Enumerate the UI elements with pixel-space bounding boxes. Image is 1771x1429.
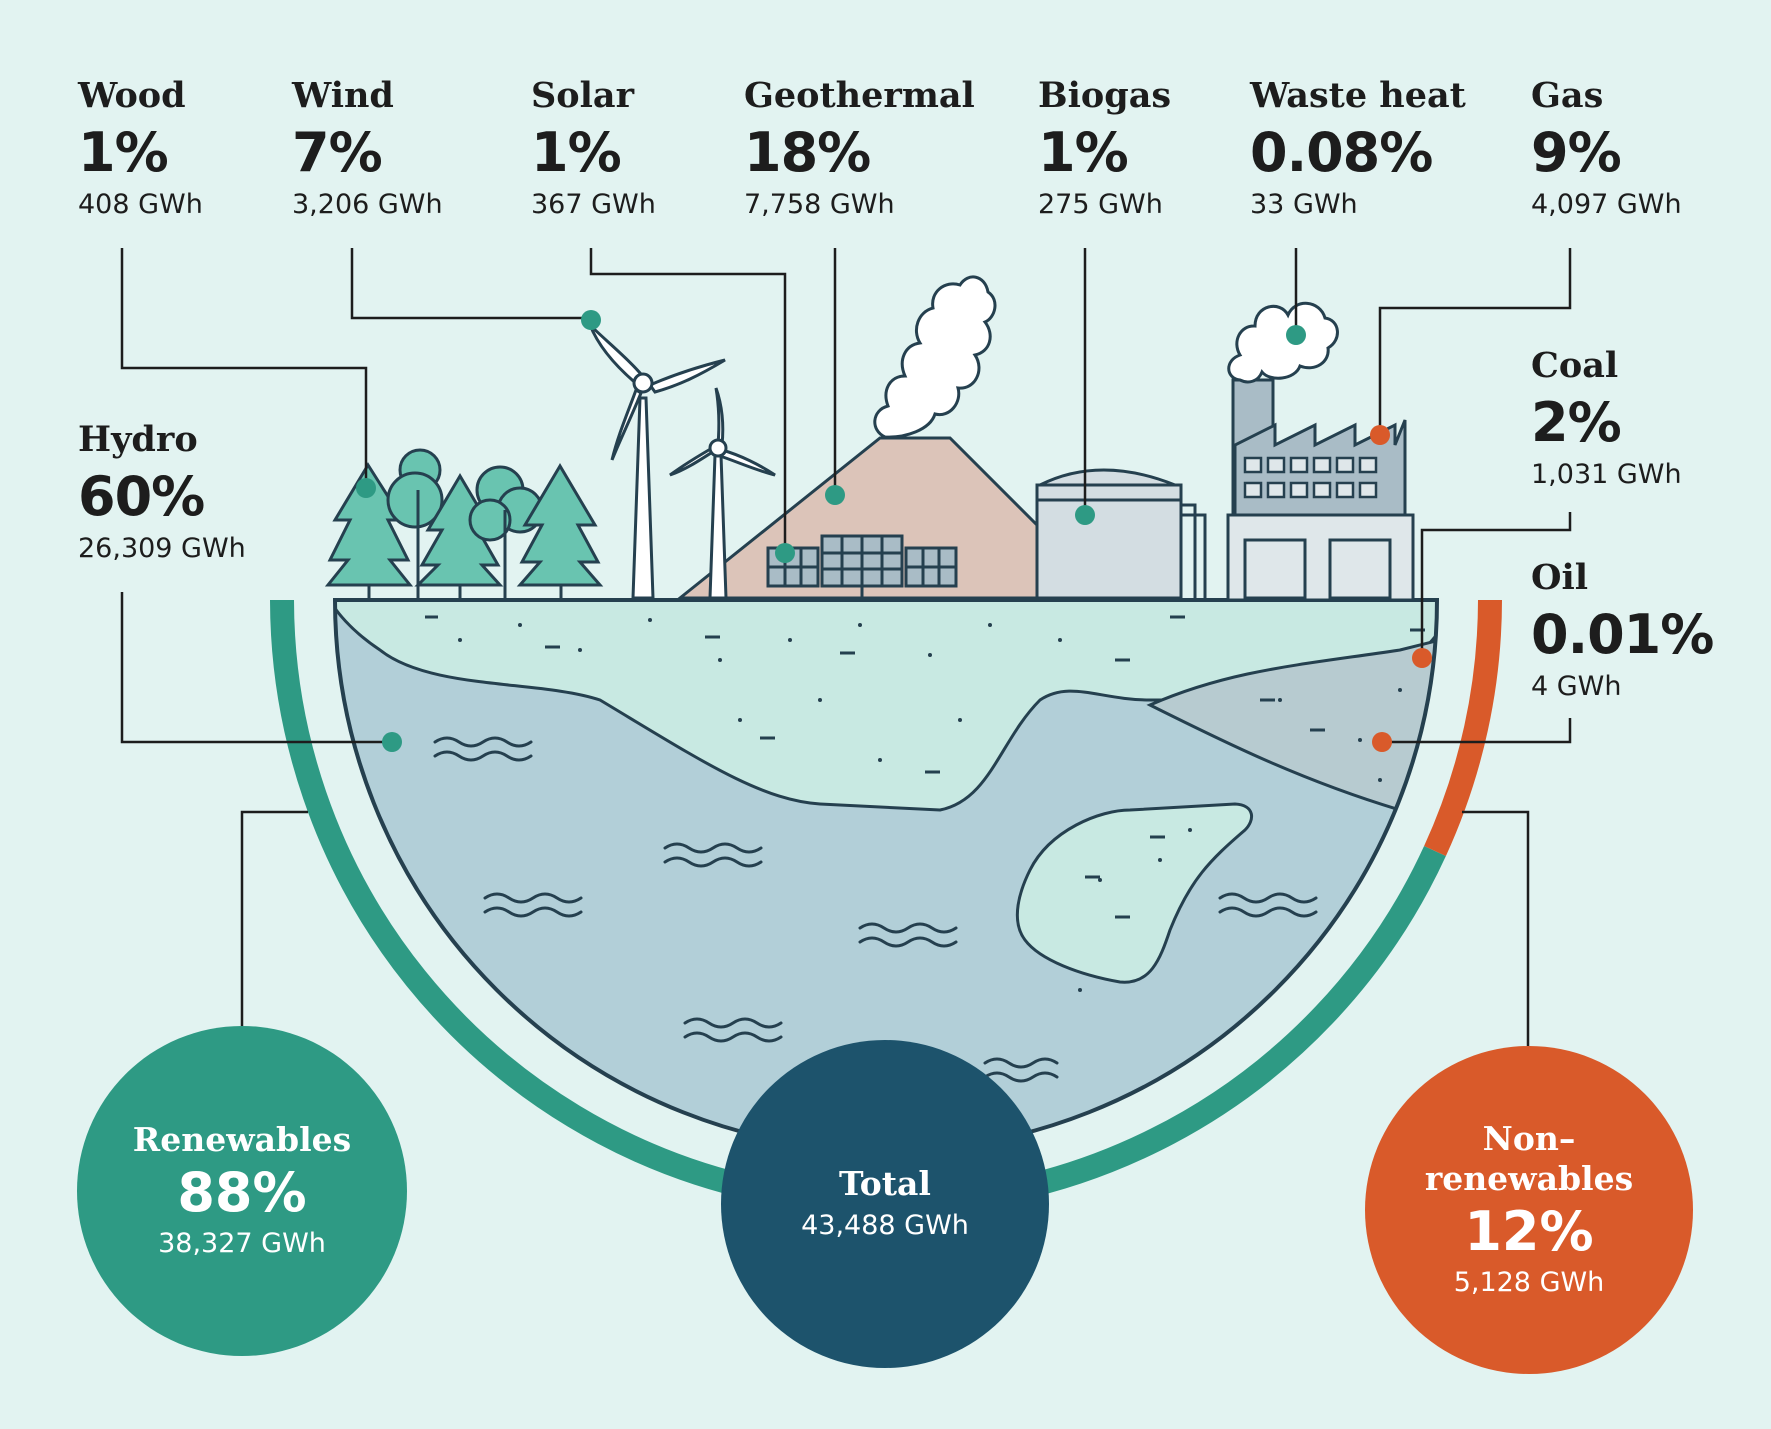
total-title: Total bbox=[839, 1164, 931, 1203]
water-waves bbox=[433, 736, 1318, 1083]
non-renewables-percent: 12% bbox=[1464, 1200, 1594, 1263]
ground-bowl bbox=[332, 598, 1440, 1153]
wind-gwh: 3,206 GWh bbox=[292, 189, 443, 220]
factory bbox=[1226, 301, 1415, 602]
biogas-percent: 1% bbox=[1038, 121, 1129, 184]
smoke-cloud bbox=[1227, 301, 1339, 384]
wind-marker bbox=[581, 310, 601, 330]
hydro-gwh: 26,309 GWh bbox=[78, 533, 246, 564]
label-geothermal: Geothermal 18% 7,758 GWh bbox=[744, 74, 975, 222]
waste-heat-percent: 0.08% bbox=[1250, 121, 1433, 184]
non-renewables-title-line2: renewables bbox=[1424, 1159, 1634, 1198]
oil-gwh: 4 GWh bbox=[1531, 671, 1622, 702]
biogas-name: Biogas bbox=[1038, 75, 1172, 116]
geothermal-name: Geothermal bbox=[744, 75, 975, 116]
geothermal-marker bbox=[825, 485, 845, 505]
gas-name: Gas bbox=[1531, 75, 1604, 116]
solar-marker bbox=[775, 543, 795, 563]
connector-lines bbox=[120, 248, 1572, 1046]
geothermal-percent: 18% bbox=[744, 121, 871, 184]
sediment-dots bbox=[458, 618, 1402, 992]
non-renewables-circle: Non– renewables 12% 5,128 GWh bbox=[1365, 1046, 1693, 1374]
renewables-gwh: 38,327 GWh bbox=[158, 1228, 326, 1259]
sediment-island bbox=[1015, 802, 1254, 984]
label-oil: Oil 0.01% 4 GWh bbox=[1531, 556, 1714, 704]
non-renewables-gwh: 5,128 GWh bbox=[1453, 1267, 1605, 1298]
non-renewables-title-line1: Non– bbox=[1482, 1119, 1576, 1158]
waste-heat-gwh: 33 GWh bbox=[1250, 189, 1358, 220]
wood-percent: 1% bbox=[78, 121, 169, 184]
wood-name: Wood bbox=[78, 75, 186, 116]
coal-gwh: 1,031 GWh bbox=[1531, 459, 1682, 490]
label-wood: Wood 1% 408 GWh bbox=[78, 74, 203, 222]
gas-gwh: 4,097 GWh bbox=[1531, 189, 1682, 220]
renewables-circle: Renewables 88% 38,327 GWh bbox=[77, 1026, 407, 1356]
wood-gwh: 408 GWh bbox=[78, 189, 203, 220]
label-hydro: Hydro 60% 26,309 GWh bbox=[78, 418, 246, 566]
marker-dots bbox=[356, 310, 1432, 752]
waste-heat-marker bbox=[1286, 325, 1306, 345]
biogas-marker bbox=[1075, 505, 1095, 525]
hydro-percent: 60% bbox=[78, 465, 205, 528]
solar-gwh: 367 GWh bbox=[531, 189, 656, 220]
renewables-percent: 88% bbox=[177, 1161, 307, 1224]
forest bbox=[324, 448, 604, 598]
gas-marker bbox=[1370, 425, 1390, 445]
rock-layer bbox=[1146, 638, 1437, 822]
total-gwh: 43,488 GWh bbox=[801, 1210, 969, 1241]
label-waste-heat: Waste heat 0.08% 33 GWh bbox=[1250, 74, 1466, 222]
wood-marker bbox=[356, 478, 376, 498]
coal-marker bbox=[1412, 648, 1432, 668]
wind-percent: 7% bbox=[292, 121, 383, 184]
oil-marker bbox=[1372, 732, 1392, 752]
renewables-title: Renewables bbox=[132, 1120, 352, 1159]
wind-name: Wind bbox=[292, 75, 394, 116]
steam-cloud bbox=[873, 275, 997, 439]
geothermal-gwh: 7,758 GWh bbox=[744, 189, 895, 220]
label-biogas: Biogas 1% 275 GWh bbox=[1038, 74, 1171, 222]
label-solar: Solar 1% 367 GWh bbox=[531, 74, 656, 222]
hydro-name: Hydro bbox=[78, 419, 198, 460]
total-circle: Total 43,488 GWh bbox=[721, 1040, 1049, 1368]
gas-percent: 9% bbox=[1531, 121, 1622, 184]
hydro-marker bbox=[382, 732, 402, 752]
label-coal: Coal 2% 1,031 GWh bbox=[1531, 344, 1682, 492]
solar-percent: 1% bbox=[531, 121, 622, 184]
biogas-gwh: 275 GWh bbox=[1038, 189, 1163, 220]
oil-percent: 0.01% bbox=[1531, 603, 1714, 666]
waste-heat-name: Waste heat bbox=[1250, 75, 1466, 116]
solar-name: Solar bbox=[531, 75, 635, 116]
label-wind: Wind 7% 3,206 GWh bbox=[292, 74, 443, 222]
oil-name: Oil bbox=[1531, 557, 1589, 598]
label-gas: Gas 9% 4,097 GWh bbox=[1531, 74, 1682, 222]
coal-percent: 2% bbox=[1531, 391, 1622, 454]
non-renewables-arc bbox=[1424, 599, 1502, 857]
coal-name: Coal bbox=[1531, 345, 1619, 386]
biogas-tank bbox=[1035, 468, 1207, 600]
